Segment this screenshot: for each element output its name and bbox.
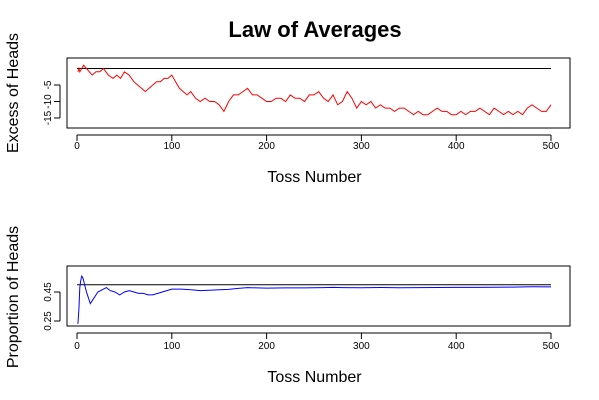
proportion-x-tick-label: 100 <box>163 341 180 352</box>
proportion-panel: 0 100 200 300 400 500 0.25 0.45 Toss Number Propo… <box>5 226 571 386</box>
excess-y-tick-label: -10 <box>43 94 54 109</box>
excess-y-axis-title: Excess of Heads <box>5 33 22 153</box>
proportion-x-tick-label: 300 <box>353 341 370 352</box>
excess-series-line <box>77 64 552 116</box>
excess-plot-frame <box>66 57 571 129</box>
proportion-y-tick-label: 0.25 <box>43 311 54 331</box>
proportion-series-line <box>77 274 552 324</box>
excess-x-tick-label: 500 <box>543 141 560 152</box>
excess-panel: 0 100 200 300 400 500 -15-10 -5 Toss Number Exces… <box>5 33 571 186</box>
excess-x-tick-label: 200 <box>258 141 275 152</box>
proportion-x-tick-label: 200 <box>258 341 275 352</box>
proportion-plot-frame <box>66 265 571 327</box>
chart-title: Law of Averages <box>228 17 401 42</box>
excess-y-tick-label: -5 <box>43 80 54 89</box>
excess-y-tick-label: -15 <box>43 110 54 125</box>
proportion-x-tick-label: 400 <box>448 341 465 352</box>
excess-x-tick-label: 100 <box>163 141 180 152</box>
excess-x-tick-label: 400 <box>448 141 465 152</box>
proportion-x-axis-title: Toss Number <box>267 369 362 386</box>
proportion-x-tick-label: 500 <box>543 341 560 352</box>
excess-x-axis-title: Toss Number <box>267 169 362 186</box>
proportion-x-tick-label: 0 <box>74 341 80 352</box>
excess-x-tick-label: 0 <box>74 141 80 152</box>
excess-x-tick-label: 300 <box>353 141 370 152</box>
proportion-y-tick-label: 0.45 <box>43 282 54 302</box>
proportion-y-axis-title: Proportion of Heads <box>5 226 22 368</box>
